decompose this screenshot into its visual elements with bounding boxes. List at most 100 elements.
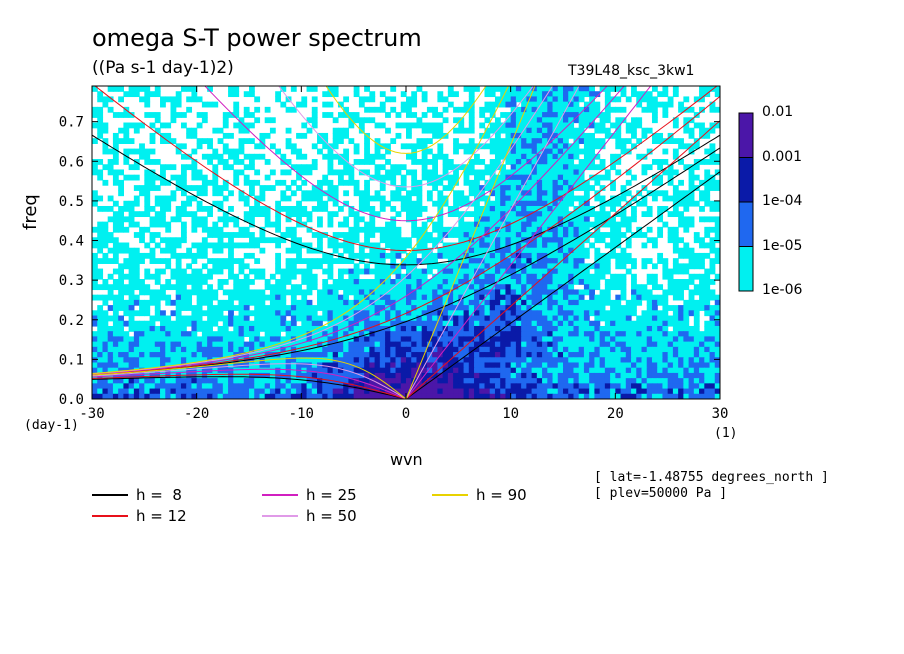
heat-cell bbox=[133, 325, 140, 332]
heat-cell bbox=[578, 320, 585, 327]
heat-cell bbox=[714, 331, 720, 337]
heat-cell bbox=[196, 336, 203, 343]
heat-cell bbox=[217, 247, 224, 254]
heat-cell bbox=[364, 106, 370, 113]
heat-cell bbox=[494, 143, 501, 150]
heat-cell bbox=[610, 185, 616, 191]
heat-cell bbox=[510, 221, 517, 228]
heat-cell bbox=[196, 367, 203, 374]
heat-cell bbox=[515, 315, 522, 322]
heat-cell bbox=[385, 383, 391, 390]
heat-cell bbox=[688, 346, 695, 353]
heat-cell bbox=[118, 299, 124, 306]
heat-cell bbox=[358, 367, 365, 374]
heat-cell bbox=[474, 159, 480, 165]
heat-cell bbox=[228, 190, 234, 197]
heat-cell bbox=[337, 101, 344, 108]
heat-cell bbox=[379, 122, 386, 129]
heat-cell bbox=[447, 86, 454, 92]
heat-cell bbox=[337, 242, 344, 249]
heat-cell bbox=[557, 226, 564, 233]
heat-cell bbox=[112, 153, 119, 160]
heat-cell bbox=[657, 320, 664, 327]
heat-cell bbox=[358, 336, 365, 343]
heat-cell bbox=[709, 242, 716, 249]
heat-cell bbox=[615, 325, 622, 332]
heat-cell bbox=[594, 106, 601, 113]
heat-cell bbox=[599, 273, 606, 280]
heat-cell bbox=[311, 372, 318, 379]
heat-cell bbox=[547, 294, 554, 301]
heat-cell bbox=[186, 372, 193, 379]
heat-cell bbox=[672, 279, 679, 285]
heat-cell bbox=[599, 299, 606, 306]
heat-cell bbox=[453, 247, 459, 254]
heat-cell bbox=[421, 279, 428, 285]
heat-cell bbox=[385, 263, 391, 270]
heat-cell bbox=[510, 185, 517, 191]
heat-cell bbox=[264, 383, 271, 390]
heat-cell bbox=[625, 383, 632, 390]
heat-cell bbox=[275, 305, 281, 311]
heat-cell bbox=[594, 138, 601, 144]
heat-cell bbox=[662, 357, 669, 364]
heat-cell bbox=[233, 148, 240, 155]
heat-cell bbox=[254, 310, 261, 317]
heat-cell bbox=[589, 101, 595, 108]
heat-cell bbox=[395, 378, 402, 384]
heat-cell bbox=[249, 346, 255, 353]
heat-cell bbox=[568, 336, 575, 343]
heat-cell bbox=[343, 299, 350, 306]
heat-cell bbox=[290, 336, 297, 343]
heat-cell bbox=[453, 200, 459, 207]
heat-cell bbox=[128, 336, 135, 343]
heat-cell bbox=[416, 341, 423, 348]
heat-cell bbox=[573, 96, 580, 103]
heat-cell bbox=[489, 341, 496, 348]
heat-cell bbox=[583, 284, 590, 291]
heat-cell bbox=[107, 362, 114, 369]
heat-cell bbox=[500, 294, 507, 301]
heat-cell bbox=[500, 143, 507, 150]
heat-cell bbox=[222, 148, 229, 155]
heat-cell bbox=[379, 294, 386, 301]
heat-cell bbox=[453, 357, 459, 364]
heat-cell bbox=[500, 216, 507, 223]
heat-cell bbox=[406, 263, 412, 270]
heat-cell bbox=[683, 205, 690, 212]
heat-cell bbox=[484, 205, 491, 212]
heat-cell bbox=[615, 143, 622, 150]
heat-cell bbox=[458, 305, 465, 311]
heat-cell bbox=[505, 346, 512, 353]
heat-cell bbox=[421, 341, 428, 348]
heat-cell bbox=[233, 325, 240, 332]
heat-cell bbox=[510, 346, 517, 353]
heat-cell bbox=[107, 237, 114, 244]
heat-cell bbox=[641, 325, 648, 332]
heat-cell bbox=[128, 299, 135, 306]
heat-cell bbox=[107, 258, 114, 264]
heat-cell bbox=[400, 383, 407, 390]
heat-cell bbox=[510, 378, 517, 384]
heat-cell bbox=[657, 211, 664, 218]
heat-cell bbox=[149, 325, 156, 332]
heat-cell bbox=[97, 268, 104, 275]
heat-cell bbox=[583, 148, 590, 155]
heat-cell bbox=[474, 258, 480, 264]
heat-cell bbox=[678, 159, 684, 165]
heat-cell bbox=[688, 164, 695, 171]
heat-cell bbox=[693, 372, 700, 379]
heat-cell bbox=[421, 221, 428, 228]
heat-cell bbox=[364, 268, 370, 275]
heat-cell bbox=[636, 325, 643, 332]
heat-cell bbox=[631, 143, 637, 150]
heat-cell bbox=[625, 252, 632, 259]
heat-cell bbox=[484, 383, 491, 390]
heat-cell bbox=[369, 294, 376, 301]
heat-cell bbox=[160, 237, 166, 244]
heat-cell bbox=[348, 367, 355, 374]
heat-cell bbox=[672, 122, 679, 129]
heat-cell bbox=[594, 179, 601, 186]
heat-cell bbox=[317, 372, 323, 379]
heat-cell bbox=[107, 352, 114, 358]
